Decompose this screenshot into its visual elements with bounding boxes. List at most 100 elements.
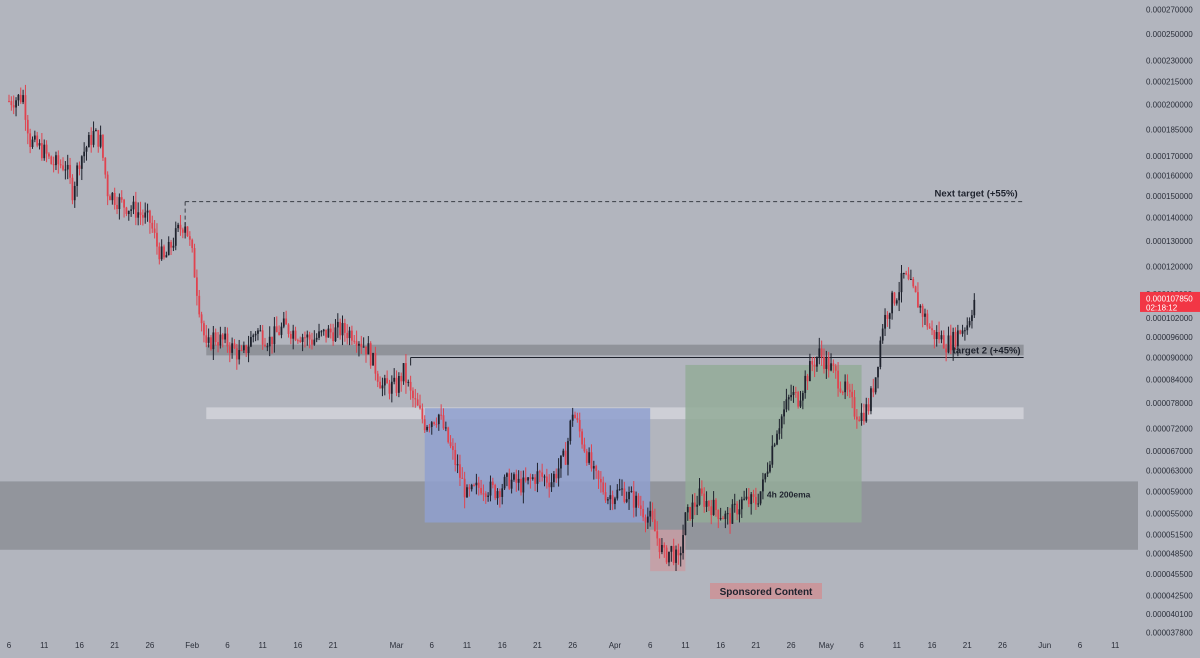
candle-body[interactable] (743, 498, 746, 500)
candle-body[interactable] (78, 165, 81, 169)
candle-body[interactable] (898, 292, 901, 301)
candle-body[interactable] (381, 385, 384, 389)
candle-body[interactable] (231, 343, 234, 353)
candle-body[interactable] (590, 452, 593, 469)
candle-body[interactable] (806, 375, 809, 382)
candle-body[interactable] (423, 419, 426, 431)
candle-body[interactable] (881, 328, 884, 341)
candle-body[interactable] (137, 212, 140, 218)
candle-body[interactable] (698, 488, 701, 505)
candle-body[interactable] (825, 356, 828, 369)
candle-body[interactable] (170, 241, 172, 248)
candle-body[interactable] (900, 273, 903, 293)
candle-body[interactable] (710, 506, 713, 516)
candle-body[interactable] (783, 409, 785, 417)
candle-body[interactable] (607, 499, 609, 501)
candle-body[interactable] (188, 236, 191, 240)
candle-body[interactable] (797, 392, 800, 407)
candle-body[interactable] (273, 326, 276, 345)
candle-body[interactable] (235, 348, 238, 360)
candle-body[interactable] (632, 491, 635, 508)
candle-body[interactable] (527, 477, 529, 481)
candle-body[interactable] (942, 335, 945, 349)
candle-body[interactable] (339, 321, 342, 336)
candle-body[interactable] (482, 493, 485, 495)
candle-body[interactable] (780, 416, 783, 429)
candle-body[interactable] (48, 153, 50, 157)
candle-body[interactable] (529, 477, 532, 479)
candle-body[interactable] (757, 503, 760, 505)
candle-body[interactable] (444, 427, 447, 429)
candle-body[interactable] (412, 390, 414, 399)
candle-body[interactable] (191, 239, 194, 249)
candle-body[interactable] (778, 428, 781, 434)
candle-body[interactable] (628, 491, 630, 500)
candle-body[interactable] (848, 389, 851, 392)
candle-body[interactable] (592, 466, 595, 469)
candle-body[interactable] (160, 246, 163, 260)
candle-body[interactable] (287, 324, 290, 334)
candle-body[interactable] (198, 295, 201, 315)
candle-body[interactable] (19, 94, 22, 103)
candle-body[interactable] (550, 482, 553, 488)
candle-body[interactable] (621, 488, 623, 490)
candle-body[interactable] (686, 507, 689, 513)
candle-body[interactable] (351, 330, 353, 341)
candle-body[interactable] (691, 502, 694, 520)
candle-body[interactable] (332, 332, 335, 342)
candle-body[interactable] (421, 408, 424, 420)
candle-body[interactable] (369, 343, 372, 366)
candle-body[interactable] (658, 538, 661, 553)
candle-body[interactable] (865, 404, 868, 422)
candle-body[interactable] (386, 378, 389, 384)
candle-body[interactable] (435, 423, 438, 425)
candle-body[interactable] (374, 352, 377, 374)
candle-body[interactable] (679, 553, 682, 556)
candle-body[interactable] (924, 313, 926, 317)
candle-body[interactable] (442, 415, 445, 429)
candle-body[interactable] (971, 315, 973, 322)
candle-body[interactable] (252, 335, 255, 337)
candle-body[interactable] (717, 510, 720, 519)
candle-body[interactable] (839, 388, 842, 392)
candle-body[interactable] (388, 383, 391, 394)
candle-body[interactable] (240, 350, 243, 352)
candle-body[interactable] (543, 476, 546, 478)
candle-body[interactable] (480, 487, 482, 494)
candle-body[interactable] (813, 364, 816, 367)
candle-body[interactable] (724, 513, 727, 520)
candle-body[interactable] (557, 468, 560, 479)
candle-body[interactable] (311, 339, 313, 345)
candle-body[interactable] (163, 246, 165, 258)
candle-body[interactable] (268, 336, 271, 347)
candle-body[interactable] (130, 209, 133, 211)
candle-body[interactable] (181, 229, 184, 233)
candle-body[interactable] (914, 286, 917, 293)
candle-body[interactable] (884, 314, 886, 329)
candle-body[interactable] (55, 155, 57, 166)
candle-body[interactable] (165, 255, 168, 258)
candle-body[interactable] (609, 495, 612, 500)
candle-body[interactable] (83, 151, 86, 157)
candle-body[interactable] (719, 518, 722, 520)
candle-body[interactable] (289, 333, 292, 339)
candle-body[interactable] (132, 201, 135, 210)
candle-body[interactable] (139, 212, 142, 215)
candle-body[interactable] (433, 422, 436, 424)
candle-body[interactable] (764, 473, 767, 480)
candle-body[interactable] (726, 513, 729, 515)
candle-body[interactable] (205, 335, 208, 343)
candle-body[interactable] (597, 470, 600, 479)
candle-body[interactable] (454, 449, 457, 465)
candle-body[interactable] (973, 299, 976, 316)
candle-body[interactable] (855, 416, 858, 420)
candle-body[interactable] (787, 397, 790, 400)
candle-body[interactable] (266, 346, 269, 348)
candle-body[interactable] (909, 279, 912, 281)
candle-body[interactable] (226, 333, 229, 347)
candle-body[interactable] (564, 450, 567, 465)
candle-body[interactable] (501, 488, 504, 497)
candle-body[interactable] (555, 473, 558, 479)
candle-body[interactable] (773, 444, 776, 446)
candle-body[interactable] (120, 197, 123, 200)
